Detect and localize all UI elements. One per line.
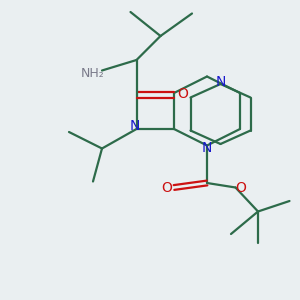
- Text: O: O: [236, 181, 246, 194]
- Text: N: N: [130, 119, 140, 133]
- Text: O: O: [177, 88, 188, 101]
- Text: N: N: [215, 76, 226, 89]
- Text: N: N: [202, 141, 212, 155]
- Text: O: O: [161, 181, 172, 194]
- Text: NH₂: NH₂: [81, 67, 105, 80]
